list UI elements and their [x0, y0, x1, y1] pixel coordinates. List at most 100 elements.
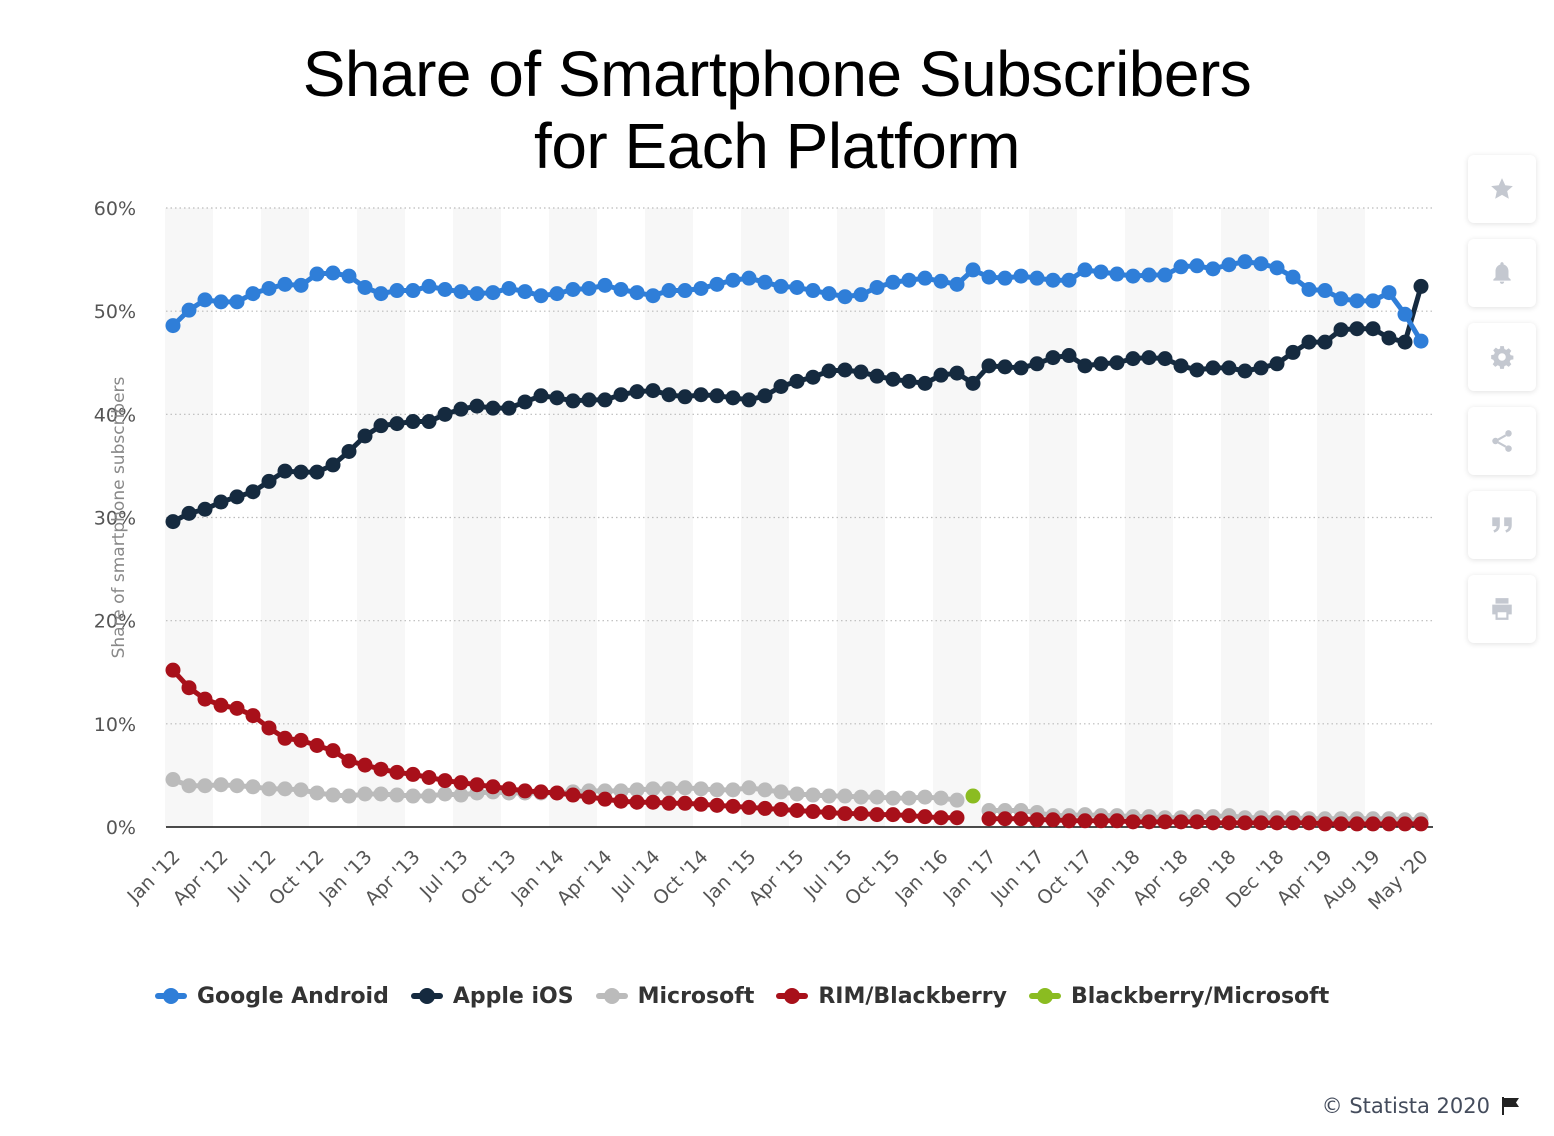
data-point-google-android — [1077, 262, 1093, 278]
data-point-rim-blackberry — [645, 794, 661, 810]
legend-swatch — [410, 981, 443, 1011]
data-point-google-android — [1109, 266, 1125, 282]
data-point-rim-blackberry — [1301, 815, 1317, 831]
legend-item[interactable]: Blackberry/Microsoft — [1028, 981, 1329, 1011]
data-point-rim-blackberry — [325, 743, 341, 759]
data-point-microsoft — [661, 781, 677, 797]
data-point-apple-ios — [933, 367, 949, 383]
data-point-apple-ios — [1077, 358, 1093, 374]
data-point-rim-blackberry — [693, 796, 709, 812]
data-point-apple-ios — [1013, 360, 1029, 376]
data-point-apple-ios — [1141, 350, 1157, 366]
data-point-apple-ios — [901, 373, 917, 389]
data-point-rim-blackberry — [917, 809, 933, 825]
data-point-rim-blackberry — [1173, 814, 1189, 830]
data-point-apple-ios — [789, 373, 805, 389]
data-point-rim-blackberry — [373, 761, 389, 777]
data-point-google-android — [1205, 261, 1221, 277]
data-point-apple-ios — [1397, 334, 1413, 350]
settings-button[interactable] — [1468, 323, 1536, 391]
data-point-microsoft — [229, 778, 245, 794]
favorite-button[interactable] — [1468, 155, 1536, 223]
data-point-apple-ios — [1221, 360, 1237, 376]
quote-icon — [1492, 517, 1512, 533]
data-point-rim-blackberry — [165, 662, 181, 678]
data-point-rim-blackberry — [613, 793, 629, 809]
star-icon — [1491, 178, 1513, 199]
data-point-google-android — [949, 276, 965, 292]
data-point-apple-ios — [261, 473, 277, 489]
data-point-microsoft — [677, 780, 693, 796]
data-point-microsoft — [629, 782, 645, 798]
data-point-rim-blackberry — [821, 805, 837, 821]
data-point-rim-blackberry — [517, 783, 533, 799]
share-button[interactable] — [1468, 407, 1536, 475]
print-button[interactable] — [1468, 575, 1536, 643]
series-line-rim-blackberry — [989, 816, 1421, 827]
cite-button[interactable] — [1468, 491, 1536, 559]
data-point-apple-ios — [869, 368, 885, 384]
data-point-microsoft — [421, 788, 437, 804]
legend-item[interactable]: RIM/Blackberry — [776, 981, 1007, 1011]
data-point-google-android — [869, 279, 885, 295]
data-point-apple-ios — [485, 400, 501, 416]
data-point-microsoft — [949, 792, 965, 808]
data-point-rim-blackberry — [949, 810, 965, 826]
data-point-google-android — [213, 294, 229, 310]
data-point-apple-ios — [437, 406, 453, 422]
notification-button[interactable] — [1468, 239, 1536, 307]
data-point-rim-blackberry — [1413, 816, 1429, 832]
data-point-apple-ios — [853, 364, 869, 380]
y-tick-label: 10% — [94, 714, 136, 736]
data-point-rim-blackberry — [677, 795, 693, 811]
data-point-rim-blackberry — [1141, 814, 1157, 830]
data-point-microsoft — [293, 782, 309, 798]
legend-label: Apple iOS — [452, 983, 574, 1009]
data-point-rim-blackberry — [1269, 815, 1285, 831]
data-point-google-android — [965, 262, 981, 278]
data-point-apple-ios — [1109, 355, 1125, 371]
x-tick-label: Jan '17 — [938, 846, 1000, 908]
data-point-google-android — [821, 286, 837, 302]
side-toolbar — [1468, 155, 1536, 659]
data-point-google-android — [453, 284, 469, 300]
data-point-google-android — [597, 277, 613, 293]
statista-credit[interactable]: © Statista 2020 — [1321, 1094, 1490, 1118]
data-point-apple-ios — [1349, 321, 1365, 337]
data-point-microsoft — [405, 788, 421, 804]
data-point-microsoft — [693, 781, 709, 797]
data-point-rim-blackberry — [357, 757, 373, 773]
data-point-rim-blackberry — [213, 697, 229, 713]
data-point-apple-ios — [773, 378, 789, 394]
data-point-google-android — [1013, 268, 1029, 284]
data-point-google-android — [1173, 259, 1189, 275]
data-point-apple-ios — [1237, 363, 1253, 379]
data-point-microsoft — [901, 790, 917, 806]
data-point-google-android — [1237, 254, 1253, 270]
data-point-microsoft — [725, 782, 741, 798]
data-point-microsoft — [165, 772, 181, 788]
data-point-google-android — [1365, 293, 1381, 309]
flag-icon[interactable] — [1500, 1095, 1522, 1117]
data-point-google-android — [1125, 268, 1141, 284]
data-point-rim-blackberry — [629, 794, 645, 810]
y-tick-label: 30% — [94, 508, 136, 530]
data-point-google-android — [789, 279, 805, 295]
data-point-microsoft — [341, 788, 357, 804]
data-point-microsoft — [245, 779, 261, 795]
data-point-google-android — [1221, 257, 1237, 273]
legend-item[interactable]: Apple iOS — [410, 981, 574, 1011]
data-point-google-android — [837, 289, 853, 305]
data-point-rim-blackberry — [1013, 811, 1029, 827]
data-point-rim-blackberry — [421, 769, 437, 785]
data-point-google-android — [1029, 270, 1045, 286]
data-point-apple-ios — [645, 383, 661, 399]
data-point-apple-ios — [1173, 358, 1189, 374]
legend-item[interactable]: Microsoft — [595, 981, 754, 1011]
data-point-google-android — [1317, 283, 1333, 299]
data-point-google-android — [1381, 285, 1397, 301]
data-point-google-android — [533, 288, 549, 304]
data-point-apple-ios — [629, 384, 645, 400]
legend-item[interactable]: Google Android — [155, 981, 389, 1011]
